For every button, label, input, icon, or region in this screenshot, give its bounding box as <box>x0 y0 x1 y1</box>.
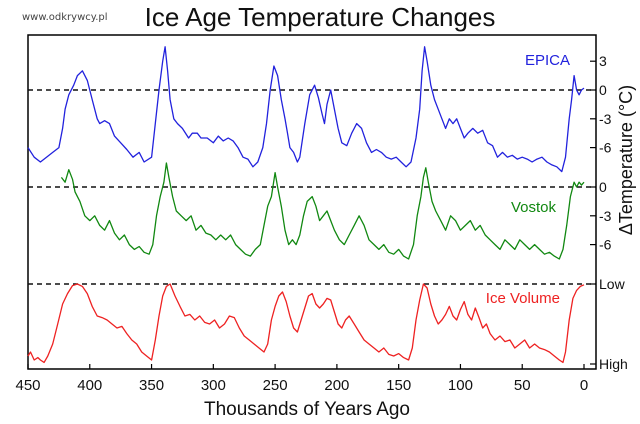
ice-volume-series-line <box>27 283 585 364</box>
ice-volume-series-label: Ice Volume <box>486 290 560 307</box>
x-tick-label: 100 <box>448 377 473 394</box>
x-tick-label: 350 <box>139 377 164 394</box>
x-tick-label: 0 <box>580 377 588 394</box>
x-axis-ticks: 450 400 350 300 250 200 150 100 50 0 <box>15 364 588 394</box>
series-labels: EPICA Vostok Ice Volume <box>486 52 570 307</box>
vostok-series-line <box>60 162 585 260</box>
epica-tick-label: 0 <box>599 82 607 98</box>
x-axis-label: Thousands of Years Ago <box>204 399 410 420</box>
epica-tick-label: -6 <box>599 140 612 156</box>
x-tick-label: 200 <box>324 377 349 394</box>
chart-title: Ice Age Temperature Changes <box>144 2 496 32</box>
epica-series-line <box>27 46 585 173</box>
vostok-series-label: Vostok <box>511 199 557 216</box>
vostok-tick-label: 0 <box>599 179 607 195</box>
right-axis-label: ΔTemperature (°C) <box>616 85 636 235</box>
x-tick-label: 250 <box>263 377 288 394</box>
ice-volume-tick-label: Low <box>599 276 626 292</box>
x-tick-label: 50 <box>514 377 531 394</box>
x-tick-label: 150 <box>386 377 411 394</box>
epica-series-label: EPICA <box>525 52 570 69</box>
x-tick-label: 300 <box>201 377 226 394</box>
epica-tick-label: -3 <box>599 111 612 127</box>
right-axis-ticks: 3 0 -3 -6 0 -3 -6 Low High <box>590 53 628 372</box>
epica-tick-label: 3 <box>599 53 607 69</box>
watermark: www.odkrywcy.pl <box>22 12 108 23</box>
series-layer <box>27 46 585 364</box>
vostok-tick-label: -6 <box>599 237 612 253</box>
ice-volume-tick-label: High <box>599 356 628 372</box>
vostok-tick-label: -3 <box>599 208 612 224</box>
x-tick-label: 400 <box>77 377 102 394</box>
x-tick-label: 450 <box>15 377 40 394</box>
